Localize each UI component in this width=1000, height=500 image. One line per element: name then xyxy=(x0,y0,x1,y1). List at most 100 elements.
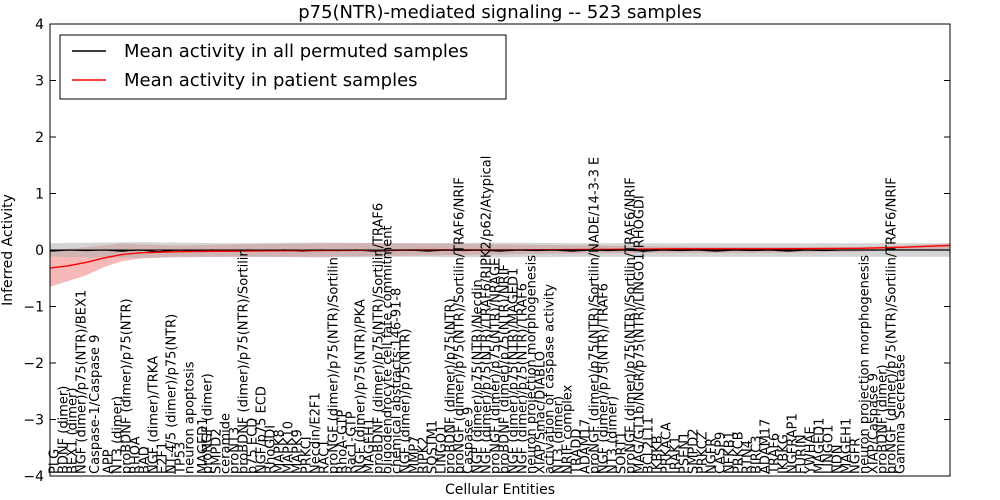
entity-label: proNGF (dimer)/p75(NTR)/Sortilin/TRAF6/N… xyxy=(885,177,900,474)
y-tick-label: 3 xyxy=(35,74,44,90)
y-tick-label: −1 xyxy=(23,300,44,316)
entity-label: NGF (dimer)/p75(NTR)/Necdin xyxy=(471,279,486,474)
entity-label: XIAP/Smac/DIABLO xyxy=(534,351,549,474)
entity-label: NGF (dimer)/TRKA xyxy=(147,356,162,474)
entity-label: NRIF complex xyxy=(561,384,576,474)
entity-label: proNGF (dimer)/p75(NTR)/Sortilin/TRAF6/N… xyxy=(624,177,639,474)
entity-label: BEX1 (dimer) xyxy=(66,388,81,474)
entity-label: proNGF (dimer)/p75(NTR)/Sortilin/NADE/14… xyxy=(588,157,603,474)
entity-label: NGF (dimer)/p75(NTR)/PKA xyxy=(354,299,369,474)
entity-label: BDNF (dimer) xyxy=(57,386,72,474)
entity-label: XIAP/Caspase 9 xyxy=(867,373,882,474)
entity-label: PRKCZ xyxy=(696,431,711,474)
entity-label: BAD xyxy=(138,446,153,474)
entity-label: neuron apoptosis xyxy=(183,361,198,474)
entity-label: IRAK1 xyxy=(669,436,684,474)
entity-label: MAGEH1 xyxy=(363,418,378,474)
entity-label: NGF (dimer)/p75(NTR) xyxy=(399,329,414,474)
entity-label: proNT3 xyxy=(228,427,243,474)
entity-label: Gamma Secretase xyxy=(894,354,909,474)
entity-label: RIPK2 xyxy=(417,436,432,474)
entity-label: proBDNF (dimer)/p75(NTR) xyxy=(120,298,135,474)
entity-label: ADAM17 xyxy=(759,419,774,474)
entity-label: NDN xyxy=(831,445,846,474)
entity-label: TP53 xyxy=(174,442,189,475)
entity-label: NT-4/5 (dimer)/p75(NTR) xyxy=(165,314,180,474)
entity-label: E2F1 xyxy=(156,442,171,474)
entity-label: LINGO1 xyxy=(822,425,837,474)
entity-label: MAGED1 xyxy=(196,418,211,474)
entity-label: SORT1 xyxy=(615,431,630,474)
entity-label: MAGED1 xyxy=(813,418,828,474)
entity-label: proNGF (dimer)/p75(NTR)/Sortilin/TRAF6/N… xyxy=(453,177,468,474)
legend: Mean activity in all permuted samples Me… xyxy=(59,34,507,100)
entity-label: proNGF (dimer) xyxy=(201,373,216,474)
entity-label: NGF/p75 ECD xyxy=(255,386,270,474)
entity-label: PRKACA xyxy=(660,422,675,474)
entity-label: NT3 (dimer) xyxy=(552,396,567,474)
entity-label: Caspase-1/Caspase 9 xyxy=(88,335,103,474)
entity-label: proBDNF (dimer)/p75(NTR)/Sortilin xyxy=(237,248,252,474)
entity-label: NGF (dimer)/p75(NTR)/TRAF6 xyxy=(516,283,531,474)
chart-title: p75(NTR)-mediated signaling -- 523 sampl… xyxy=(298,2,702,23)
entity-label: SMPD2 xyxy=(210,428,225,474)
entity-label: ceramide xyxy=(219,413,234,474)
entity-label: CASP9 xyxy=(714,432,729,474)
entity-label: Caspase 9 xyxy=(462,407,477,474)
entity-label: proNGF (dimer)/p75(NTR)/NRAGE xyxy=(489,258,504,474)
entity-label: BIRC3 xyxy=(750,436,765,475)
entity-label: APP xyxy=(102,449,117,474)
y-tick-label: −2 xyxy=(23,356,44,372)
entity-label: LINGO1 xyxy=(435,425,450,474)
legend-label-permuted: Mean activity in all permuted samples xyxy=(124,41,468,62)
entity-label: RTN4 xyxy=(741,440,756,474)
entity-label: RAC1 xyxy=(318,439,333,474)
legend-box xyxy=(59,34,507,100)
entity-label: SMPD2 xyxy=(687,428,702,474)
entity-label: proNGF (dimer)/p75(NTR)/Sortilin xyxy=(327,257,342,474)
y-tick-label: −4 xyxy=(23,469,44,485)
entity-label: BCL2L11 xyxy=(642,417,657,474)
entity-label: RHOA xyxy=(129,436,144,474)
entity-label: NT3 (dimer) xyxy=(606,396,621,474)
entity-label: NGFR xyxy=(849,438,864,474)
y-tick-label: 4 xyxy=(35,17,44,33)
entity-label: Necdin/E2F1 xyxy=(309,392,324,474)
entity-label: NGF (dimer)/p75(NTR)/BEX1 xyxy=(75,290,90,474)
entity-label: RhoGDI xyxy=(264,425,279,474)
entity-label: proBDNF (dimer)/p75(NTR)/Sortilin/TRAF6 xyxy=(372,203,387,474)
entity-label: MAPK10 xyxy=(282,421,297,474)
entity-label: NGF (dimer)/p75(NTR)/MAGED1 xyxy=(507,268,522,474)
entity-label: PRKCI xyxy=(300,436,315,474)
entity-label: NGF (dimer)/p75(NTR)/TRAF6/RIPK2/p62/Aty… xyxy=(480,156,495,474)
entity-label: NFKB1 xyxy=(723,431,738,474)
entity-label: MAG/GT1b/NGR/p75(NTR)/LINGO1/RHOGDI xyxy=(633,195,648,474)
y-tick-label: 1 xyxy=(35,187,44,203)
entity-label: TRADD xyxy=(570,429,585,475)
entity-label: proBDNF (dimer)/p75(NTR)/NRIF xyxy=(498,264,513,474)
entity-label: activation of caspase activity xyxy=(543,284,558,474)
entity-label: ADAM17 xyxy=(579,419,594,474)
entity-label: TRAF6 xyxy=(768,433,783,475)
entity-label: RhoA-GTP xyxy=(336,409,351,474)
entity-label: PSEN1 xyxy=(678,432,693,474)
series-line-patient xyxy=(49,244,951,269)
entity-label: proBDNF (dimer) xyxy=(876,364,891,474)
entity-label: p75 ECD xyxy=(246,418,261,474)
y-axis-label: Inferred Activity xyxy=(0,194,16,306)
entity-label: IKBKG xyxy=(777,434,792,474)
entity-label: Rac1-GTP xyxy=(345,411,360,474)
entity-label: SQSTM1 xyxy=(426,420,441,474)
entity-label: MAGEH1 xyxy=(840,418,855,474)
y-tick-label: −3 xyxy=(23,413,44,429)
entity-label: NGFRAP1 xyxy=(786,413,801,474)
entity-label: NGFR xyxy=(705,438,720,474)
y-tick-label: 0 xyxy=(35,243,44,259)
entity-label: PRKCB xyxy=(732,431,747,474)
entity-label: IKBKB xyxy=(651,435,666,474)
entity-label: MMP7 xyxy=(408,435,423,474)
y-axis-ticks: −4 −3 −2 −1 0 1 2 3 4 xyxy=(23,17,950,485)
entity-label: neuron projection morphogenesis xyxy=(525,255,540,474)
